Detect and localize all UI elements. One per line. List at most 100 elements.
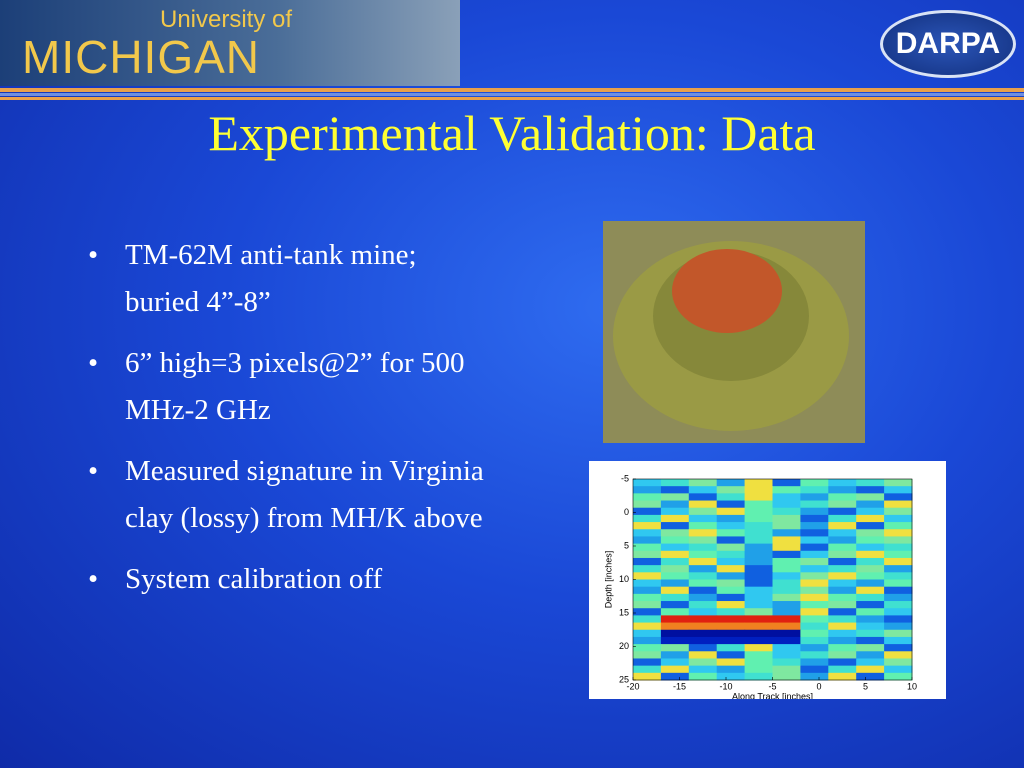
heatmap-cell xyxy=(633,665,662,674)
heatmap-cell xyxy=(884,514,913,523)
heatmap-cell xyxy=(828,579,857,588)
heatmap-cell xyxy=(772,479,801,487)
heatmap-cell xyxy=(772,586,801,595)
mine-photo xyxy=(603,221,865,443)
y-tick-label: 25 xyxy=(619,674,629,684)
heatmap-cell xyxy=(744,672,773,681)
heatmap-cell xyxy=(828,507,857,516)
heatmap-cell xyxy=(633,572,662,580)
heatmap-cell xyxy=(744,622,773,631)
heatmap-cell xyxy=(744,629,773,638)
heatmap-cell xyxy=(772,658,801,667)
heatmap-cell xyxy=(716,486,746,494)
heatmap-cell xyxy=(688,565,718,573)
heatmap-cell xyxy=(884,543,913,552)
heatmap-cell xyxy=(633,579,662,588)
heatmap-cell xyxy=(688,529,718,537)
heatmap-cell xyxy=(660,622,690,631)
heatmap-cell xyxy=(856,615,885,624)
heatmap-cell xyxy=(744,658,773,667)
heatmap-cell xyxy=(772,608,801,616)
heatmap-cell xyxy=(772,629,801,638)
heatmap-cell xyxy=(828,536,857,545)
heatmap-cell xyxy=(660,572,690,580)
heatmap-cell xyxy=(716,644,746,652)
heatmap-cell xyxy=(856,636,885,645)
bullet: Measured signature in Virginia clay (los… xyxy=(88,448,487,542)
heatmap-cell xyxy=(744,579,773,588)
heatmap-cell xyxy=(884,644,913,652)
heatmap-cell xyxy=(856,665,885,674)
heatmap-cell xyxy=(633,601,662,609)
heatmap-cell xyxy=(856,493,885,502)
heatmap-cell xyxy=(800,636,829,645)
heatmap-cell xyxy=(884,636,913,645)
heatmap-cell xyxy=(828,658,857,667)
y-tick-label: 15 xyxy=(619,607,629,617)
heatmap-cell xyxy=(772,615,801,624)
stripe xyxy=(0,88,1024,92)
heatmap-cell xyxy=(772,644,801,652)
heatmap-cell xyxy=(716,529,746,537)
heatmap-cell xyxy=(856,658,885,667)
heatmap-cell xyxy=(633,536,662,545)
heatmap-cell xyxy=(772,557,801,566)
heatmap-cell xyxy=(884,522,913,530)
heatmap-cell xyxy=(688,486,718,494)
y-tick-label: 10 xyxy=(619,574,629,584)
heatmap-cell xyxy=(800,493,829,502)
heatmap-cell xyxy=(856,601,885,609)
y-tick-label: 0 xyxy=(624,507,629,517)
heatmap-cell xyxy=(800,486,829,494)
heatmap-cell xyxy=(884,550,913,559)
heatmap-cell xyxy=(633,586,662,595)
heatmap-cell xyxy=(772,550,801,559)
x-tick-label: -15 xyxy=(673,681,686,691)
bullet: System calibration off xyxy=(88,556,487,603)
heatmap-cell xyxy=(660,615,690,624)
heatmap-cell xyxy=(688,500,718,509)
heatmap-cell xyxy=(660,579,690,588)
heatmap-cell xyxy=(800,629,829,638)
heatmap-cell xyxy=(856,507,885,516)
heatmap-cell xyxy=(660,557,690,566)
heatmap-cell xyxy=(660,672,690,681)
heatmap-cell xyxy=(828,601,857,609)
heatmap-cell xyxy=(772,493,801,502)
heatmap-cell xyxy=(744,479,773,487)
heatmap-cell xyxy=(688,608,718,616)
heatmap-cell xyxy=(856,514,885,523)
heatmap-cell xyxy=(884,500,913,509)
heatmap-cell xyxy=(744,608,773,616)
heatmap-cell xyxy=(884,615,913,624)
bullet: TM-62M anti-tank mine; buried 4”-8” xyxy=(88,232,487,326)
heatmap-cell xyxy=(633,486,662,494)
heatmap-cell xyxy=(856,479,885,487)
heatmap-cell xyxy=(633,507,662,516)
heatmap-cell xyxy=(688,579,718,588)
heatmap-cell xyxy=(772,522,801,530)
heatmap-cell xyxy=(856,672,885,681)
heatmap-cell xyxy=(828,479,857,487)
heatmap-cell xyxy=(800,543,829,552)
heatmap-cell xyxy=(856,536,885,545)
y-tick-label: -5 xyxy=(621,473,629,483)
heatmap-cell xyxy=(800,557,829,566)
heatmap-cell xyxy=(744,493,773,502)
heatmap-cell xyxy=(772,601,801,609)
x-tick-label: 0 xyxy=(816,681,821,691)
heatmap-cell xyxy=(828,615,857,624)
heatmap-cell xyxy=(660,522,690,530)
heatmap-cell xyxy=(884,601,913,609)
heatmap-cell xyxy=(716,658,746,667)
heatmap-cell xyxy=(716,500,746,509)
heatmap-cell xyxy=(716,615,746,624)
heatmap-cell xyxy=(884,479,913,487)
heatmap-cell xyxy=(660,493,690,502)
heatmap-cell xyxy=(800,615,829,624)
logo-text: MICHIGAN xyxy=(22,31,260,83)
heatmap-cell xyxy=(800,479,829,487)
heatmap-cell xyxy=(744,507,773,516)
heatmap-cell xyxy=(688,543,718,552)
x-tick-label: -10 xyxy=(719,681,732,691)
